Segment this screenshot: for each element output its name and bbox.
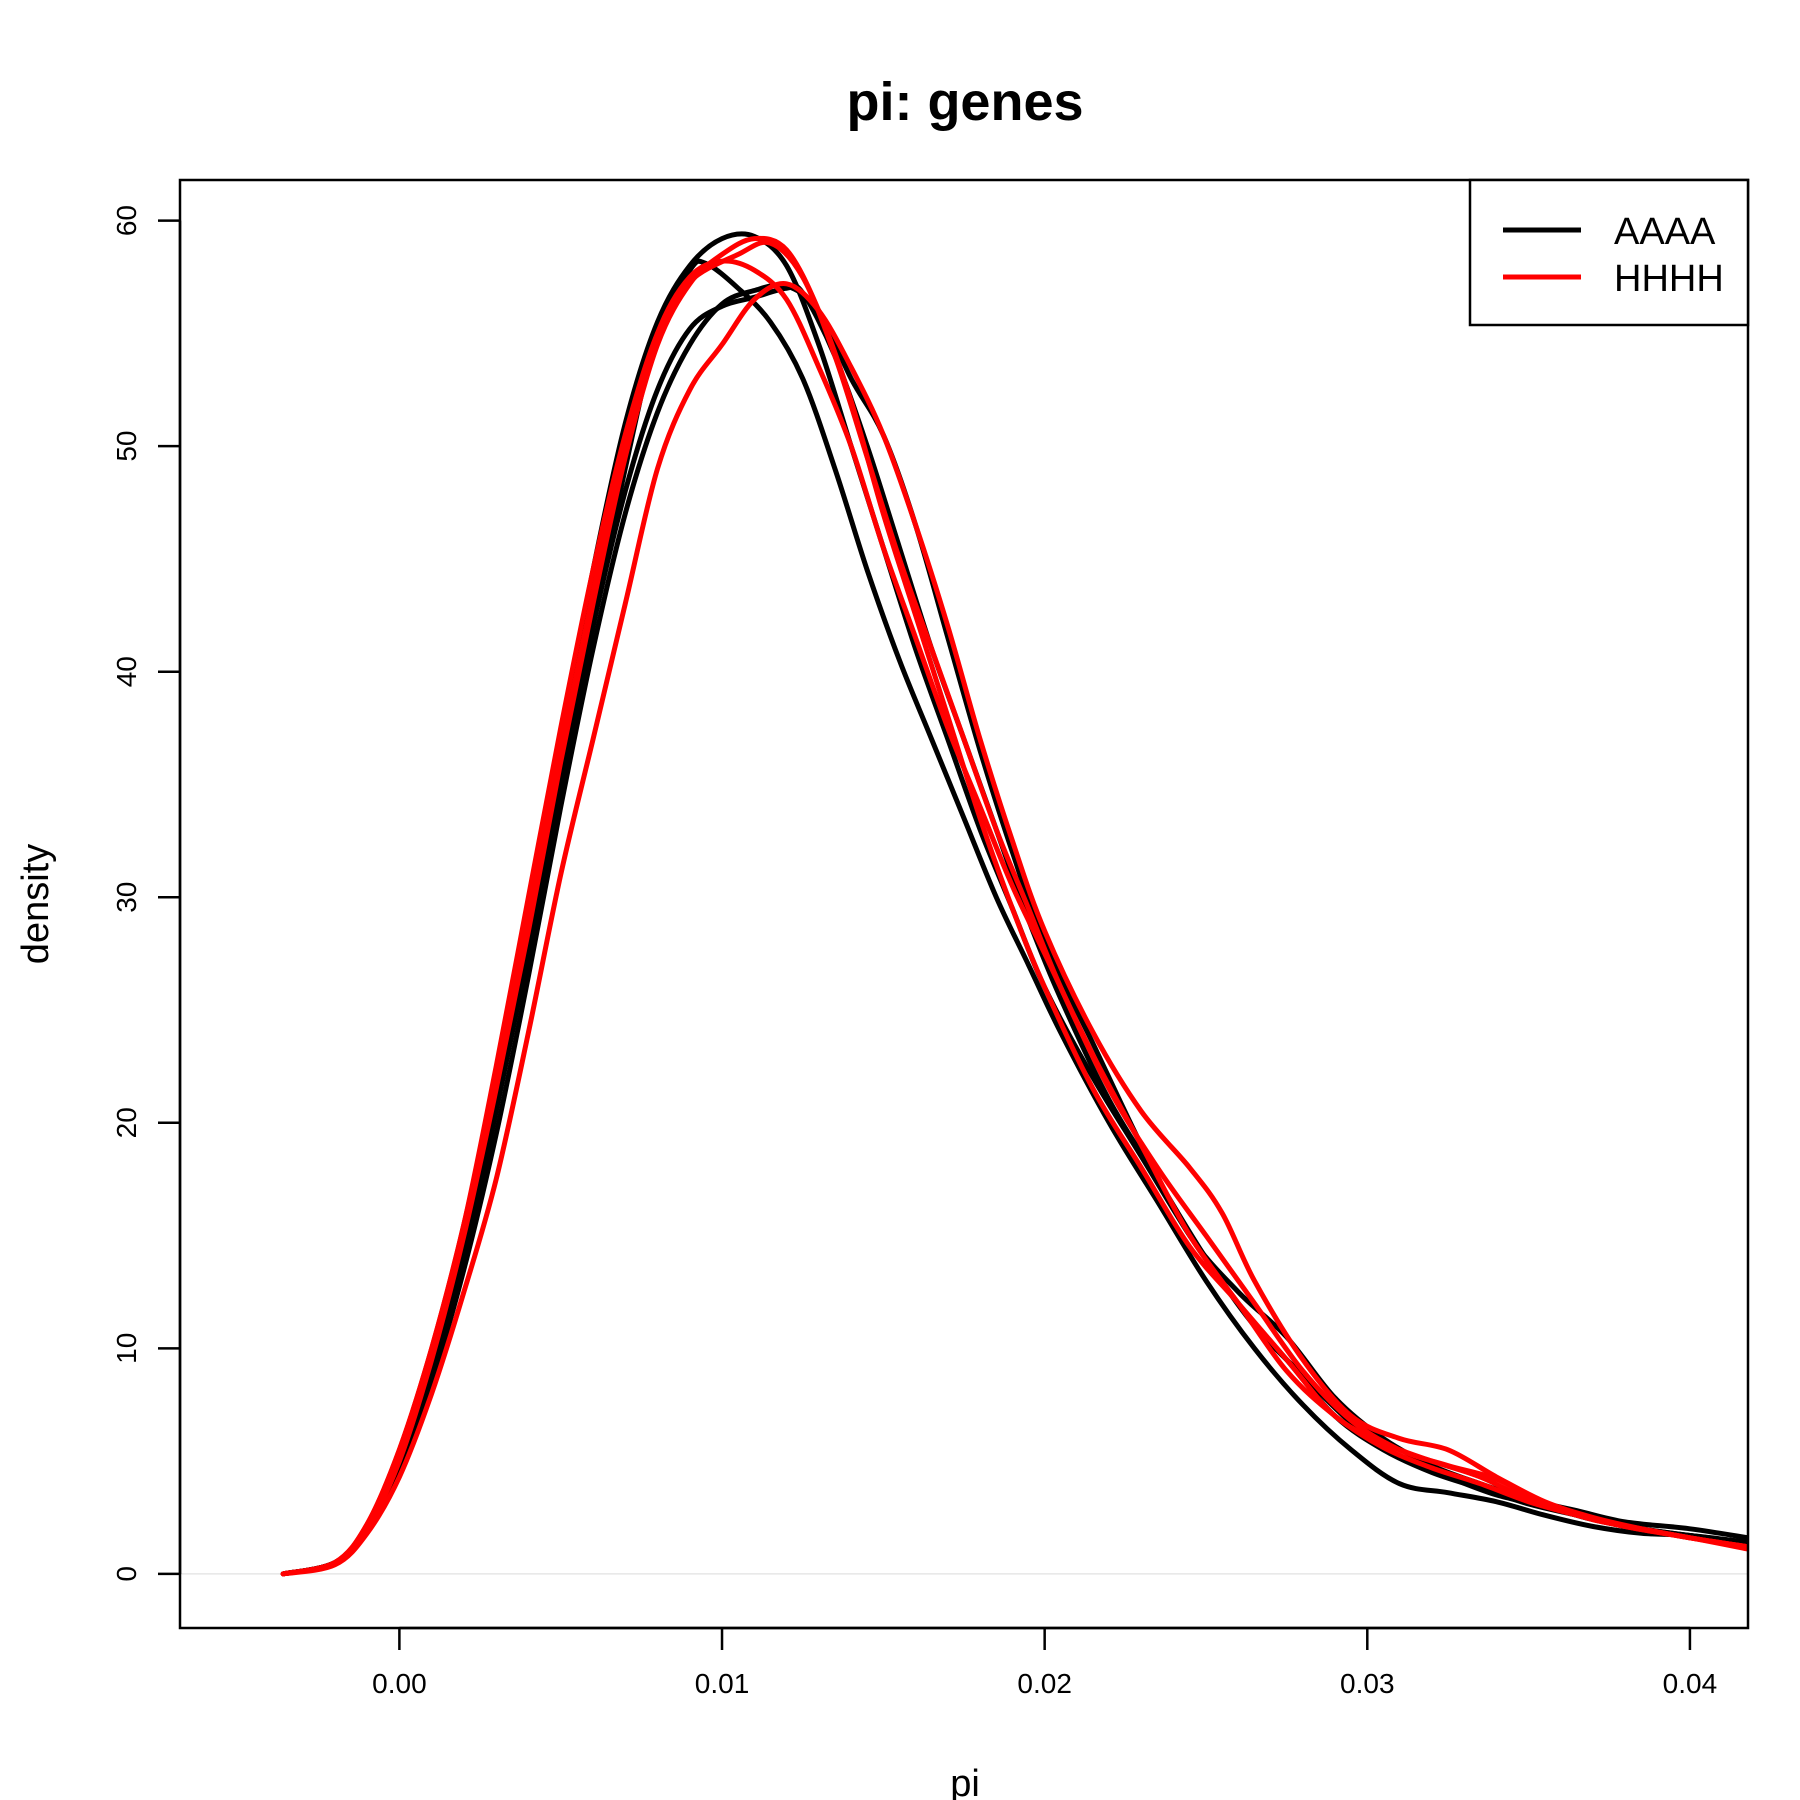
series-curves — [180, 231, 1748, 1577]
y-tick-label: 10 — [111, 1333, 142, 1364]
legend-label-hhhh: HHHH — [1614, 258, 1724, 300]
legend-box — [1468, 178, 1750, 327]
legend-label-aaaa: AAAA — [1614, 211, 1716, 253]
legend: AAAA HHHH — [1468, 178, 1750, 327]
y-tick-label: 0 — [111, 1566, 142, 1582]
y-tick-label: 40 — [111, 656, 142, 687]
y-tick-label: 50 — [111, 431, 142, 462]
density-curve-aaaa-3 — [280, 282, 1748, 1577]
x-tick-label: 0.04 — [1663, 1668, 1718, 1699]
density-curve-hhhh-2 — [280, 239, 1748, 1577]
x-axis-label: pi — [950, 1763, 980, 1800]
density-curve-hhhh-4 — [280, 281, 1748, 1577]
y-tick-label: 30 — [111, 882, 142, 913]
y-tick-label: 60 — [111, 205, 142, 236]
density-curve-aaaa-2 — [280, 231, 1748, 1577]
y-axis: 0 10 20 30 40 50 60 — [111, 205, 182, 1582]
x-tick-label: 0.01 — [695, 1668, 750, 1699]
x-axis: 0.00 0.01 0.02 0.03 0.04 — [372, 1626, 1718, 1699]
y-tick-label: 20 — [111, 1107, 142, 1138]
density-curve-hhhh-3 — [280, 235, 1748, 1577]
y-axis-label: density — [15, 844, 57, 964]
x-tick-label: 0.02 — [1017, 1668, 1072, 1699]
chart-title: pi: genes — [846, 72, 1083, 132]
density-curve-aaaa-4 — [280, 283, 1748, 1577]
x-tick-label: 0.03 — [1340, 1668, 1395, 1699]
x-tick-label: 0.00 — [372, 1668, 427, 1699]
